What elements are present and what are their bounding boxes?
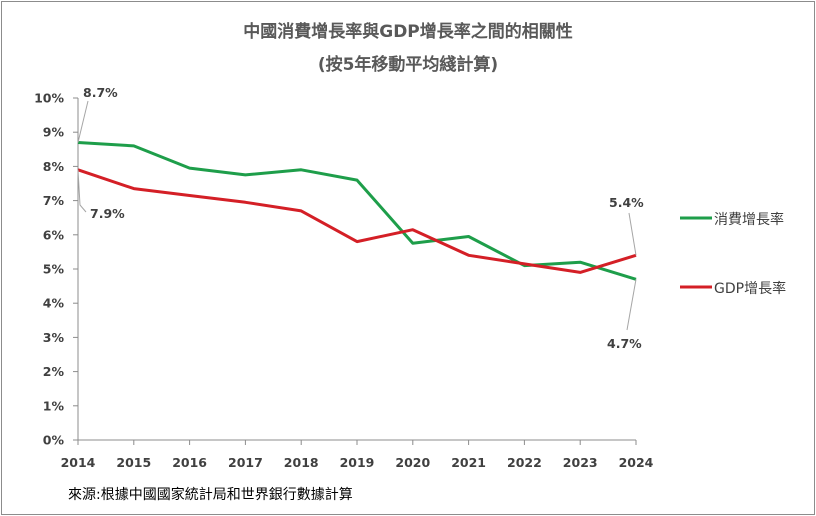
series-line-consumption: [77, 141, 637, 281]
x-tick-label: 2023: [563, 455, 598, 470]
y-tick-label: 1%: [43, 398, 65, 413]
chart-title: 中國消費增長率與GDP增長率之間的相關性: [243, 22, 573, 42]
annotation-leader: [628, 212, 637, 256]
x-tick-label: 2014: [61, 455, 96, 470]
y-tick-label: 4%: [43, 296, 65, 311]
x-tick-label: 2021: [451, 455, 486, 470]
x-tick-label: 2019: [340, 455, 375, 470]
legend-label-gdp: GDP增長率: [714, 281, 787, 297]
x-tick-label: 2020: [395, 455, 430, 470]
x-tick-label: 2024: [619, 455, 654, 470]
x-tick-label: 2017: [228, 455, 263, 470]
annotation-leader: [77, 169, 87, 213]
legend-label-consumption: 消費增長率: [714, 212, 784, 228]
x-tick-label: 2016: [172, 455, 207, 470]
y-tick-label: 8%: [43, 159, 65, 174]
y-tick-label: 7%: [43, 193, 65, 208]
annotation-leader: [77, 100, 89, 143]
x-tick-label: 2022: [507, 455, 542, 470]
x-tick-label: 2018: [284, 455, 319, 470]
y-tick-label: 5%: [43, 262, 65, 277]
y-tick-label: 6%: [43, 227, 65, 242]
annotation-leader: [626, 279, 637, 331]
y-tick-label: 2%: [43, 364, 65, 379]
y-tick-label: 10%: [34, 91, 64, 106]
y-tick-label: 3%: [43, 330, 65, 345]
x-tick-label: 2015: [116, 455, 151, 470]
source-note: 來源:根據中國國家統計局和世界銀行數據計算: [68, 487, 353, 503]
y-tick-label: 9%: [43, 125, 65, 140]
y-tick-label: 0%: [43, 433, 65, 448]
annotation-label: 8.7%: [83, 85, 118, 100]
annotation-label: 7.9%: [90, 206, 125, 221]
annotation-label: 4.7%: [607, 336, 642, 351]
annotation-label: 5.4%: [609, 195, 644, 210]
chart-subtitle: (按5年移動平均綫計算): [317, 55, 499, 75]
series-line-gdp: [77, 168, 637, 274]
